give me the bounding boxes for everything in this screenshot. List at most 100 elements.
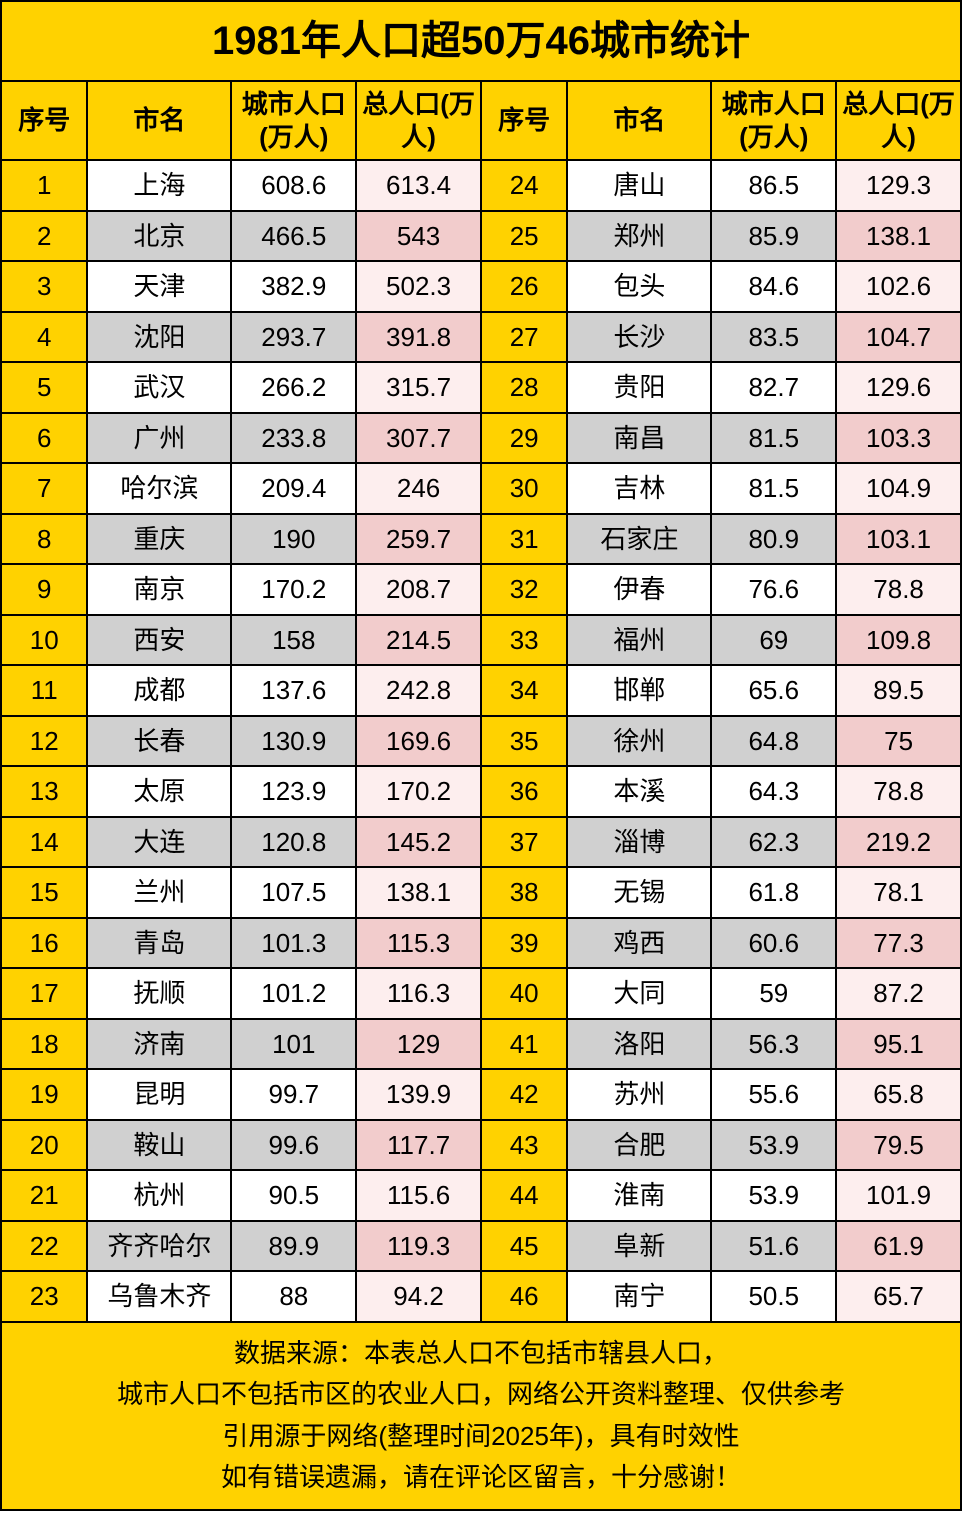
- cell-city: 130.9: [231, 716, 356, 767]
- cell-name: 兰州: [87, 867, 231, 918]
- cell-city: 76.6: [711, 564, 836, 615]
- cell-name: 阜新: [567, 1221, 711, 1272]
- cell-total: 145.2: [356, 817, 481, 868]
- table-body: 1上海608.6613.424唐山86.5129.32北京466.554325郑…: [1, 160, 961, 1322]
- cell-name: 郑州: [567, 211, 711, 262]
- cell-name: 天津: [87, 261, 231, 312]
- cell-name: 南京: [87, 564, 231, 615]
- cell-city: 123.9: [231, 766, 356, 817]
- table-row: 5武汉266.2315.728贵阳82.7129.6: [1, 362, 961, 413]
- table-row: 14大连120.8145.237淄博62.3219.2: [1, 817, 961, 868]
- cell-city: 61.8: [711, 867, 836, 918]
- cell-total: 259.7: [356, 514, 481, 565]
- cell-idx: 19: [1, 1069, 87, 1120]
- table-row: 19昆明99.7139.942苏州55.665.8: [1, 1069, 961, 1120]
- cell-name: 无锡: [567, 867, 711, 918]
- cell-idx: 10: [1, 615, 87, 666]
- cell-total: 79.5: [836, 1120, 961, 1171]
- cell-name: 昆明: [87, 1069, 231, 1120]
- cell-idx: 32: [481, 564, 567, 615]
- cell-city: 83.5: [711, 312, 836, 363]
- cell-name: 乌鲁木齐: [87, 1271, 231, 1322]
- footer-cell: 数据来源：本表总人口不包括市辖县人口， 城市人口不包括市区的农业人口，网络公开资料…: [1, 1322, 961, 1510]
- table-row: 18济南10112941洛阳56.395.1: [1, 1019, 961, 1070]
- table-row: 21杭州90.5115.644淮南53.9101.9: [1, 1170, 961, 1221]
- cell-city: 158: [231, 615, 356, 666]
- cell-idx: 6: [1, 413, 87, 464]
- cell-total: 315.7: [356, 362, 481, 413]
- cell-idx: 12: [1, 716, 87, 767]
- cell-city: 60.6: [711, 918, 836, 969]
- cell-total: 102.6: [836, 261, 961, 312]
- table-row: 3天津382.9502.326包头84.6102.6: [1, 261, 961, 312]
- cell-total: 246: [356, 463, 481, 514]
- cell-total: 94.2: [356, 1271, 481, 1322]
- cell-name: 齐齐哈尔: [87, 1221, 231, 1272]
- cell-name: 武汉: [87, 362, 231, 413]
- cell-name: 包头: [567, 261, 711, 312]
- cell-total: 78.8: [836, 766, 961, 817]
- cell-total: 75: [836, 716, 961, 767]
- cell-idx: 33: [481, 615, 567, 666]
- table-row: 4沈阳293.7391.827长沙83.5104.7: [1, 312, 961, 363]
- population-table: 1981年人口超50万46城市统计 序号 市名 城市人口(万人) 总人口(万人)…: [0, 0, 962, 1511]
- cell-city: 190: [231, 514, 356, 565]
- cell-total: 139.9: [356, 1069, 481, 1120]
- cell-idx: 25: [481, 211, 567, 262]
- cell-idx: 45: [481, 1221, 567, 1272]
- cell-total: 104.9: [836, 463, 961, 514]
- cell-name: 邯郸: [567, 665, 711, 716]
- cell-idx: 5: [1, 362, 87, 413]
- cell-name: 济南: [87, 1019, 231, 1070]
- cell-city: 80.9: [711, 514, 836, 565]
- cell-total: 129.3: [836, 160, 961, 211]
- cell-idx: 40: [481, 968, 567, 1019]
- cell-city: 59: [711, 968, 836, 1019]
- cell-city: 69: [711, 615, 836, 666]
- cell-total: 543: [356, 211, 481, 262]
- cell-city: 107.5: [231, 867, 356, 918]
- cell-total: 104.7: [836, 312, 961, 363]
- col-idx-right: 序号: [481, 81, 567, 160]
- table-row: 6广州233.8307.729南昌81.5103.3: [1, 413, 961, 464]
- cell-total: 61.9: [836, 1221, 961, 1272]
- cell-idx: 14: [1, 817, 87, 868]
- cell-total: 208.7: [356, 564, 481, 615]
- col-idx-left: 序号: [1, 81, 87, 160]
- cell-name: 广州: [87, 413, 231, 464]
- cell-city: 293.7: [231, 312, 356, 363]
- table-row: 12长春130.9169.635徐州64.875: [1, 716, 961, 767]
- header-row: 序号 市名 城市人口(万人) 总人口(万人) 序号 市名 城市人口(万人) 总人…: [1, 81, 961, 160]
- cell-total: 613.4: [356, 160, 481, 211]
- cell-total: 89.5: [836, 665, 961, 716]
- cell-idx: 3: [1, 261, 87, 312]
- table-row: 8重庆190259.731石家庄80.9103.1: [1, 514, 961, 565]
- cell-idx: 38: [481, 867, 567, 918]
- col-name-left: 市名: [87, 81, 231, 160]
- cell-total: 242.8: [356, 665, 481, 716]
- cell-city: 382.9: [231, 261, 356, 312]
- cell-idx: 43: [481, 1120, 567, 1171]
- table-row: 10西安158214.533福州69109.8: [1, 615, 961, 666]
- table-container: 1981年人口超50万46城市统计 序号 市名 城市人口(万人) 总人口(万人)…: [0, 0, 962, 1511]
- table-row: 20鞍山99.6117.743合肥53.979.5: [1, 1120, 961, 1171]
- cell-name: 徐州: [567, 716, 711, 767]
- cell-idx: 35: [481, 716, 567, 767]
- cell-total: 391.8: [356, 312, 481, 363]
- cell-total: 169.6: [356, 716, 481, 767]
- cell-total: 502.3: [356, 261, 481, 312]
- cell-name: 伊春: [567, 564, 711, 615]
- cell-name: 成都: [87, 665, 231, 716]
- cell-total: 103.3: [836, 413, 961, 464]
- cell-name: 鞍山: [87, 1120, 231, 1171]
- cell-total: 65.8: [836, 1069, 961, 1120]
- cell-name: 上海: [87, 160, 231, 211]
- cell-name: 重庆: [87, 514, 231, 565]
- footer-row: 数据来源：本表总人口不包括市辖县人口， 城市人口不包括市区的农业人口，网络公开资料…: [1, 1322, 961, 1510]
- cell-name: 洛阳: [567, 1019, 711, 1070]
- cell-city: 101.3: [231, 918, 356, 969]
- footer-line: 城市人口不包括市区的农业人口，网络公开资料整理、仅供参考: [117, 1379, 845, 1409]
- footer-line: 数据来源：本表总人口不包括市辖县人口，: [234, 1338, 728, 1368]
- cell-city: 64.3: [711, 766, 836, 817]
- cell-idx: 34: [481, 665, 567, 716]
